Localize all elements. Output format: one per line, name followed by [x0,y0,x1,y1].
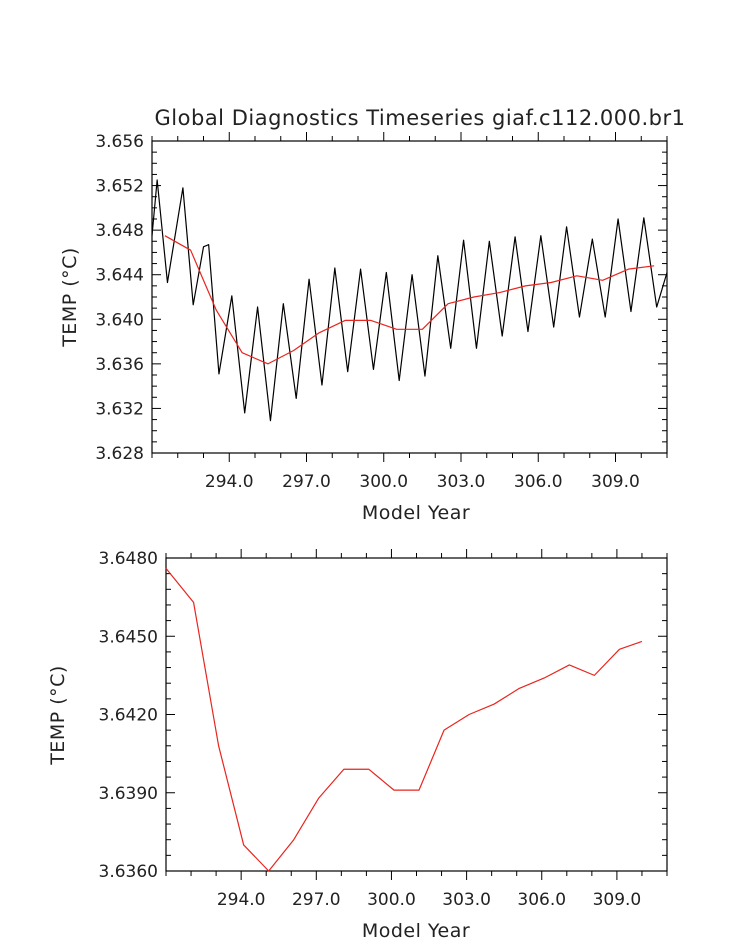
top-chart-title: Global Diagnostics Timeseries giaf.c112.… [155,106,686,130]
top-y-tick-label: 3.652 [95,177,144,197]
bottom-chart-series-group [165,568,643,872]
bottom-chart-x-axis: 294.0 297.0 300.0 303.0 306.0 309.0 [165,549,668,910]
top-y-tick-label: 3.656 [95,132,144,152]
top-series-line-annual-mean [164,235,655,365]
bottom-chart-y-label: TEMP (°C) [47,665,69,766]
top-y-tick-label: 3.644 [95,266,144,286]
bottom-chart-x-label: Model Year [362,920,470,942]
top-x-tick-label: 297.0 [282,472,331,492]
top-x-tick-label: 294.0 [205,472,254,492]
top-chart: Global Diagnostics Timeseries giaf.c112.… [59,106,685,524]
top-x-tick-label: 300.0 [359,472,408,492]
top-chart-series-group [151,179,668,422]
bottom-y-tick-label: 3.6450 [99,627,158,647]
bottom-y-tick-label: 3.6480 [99,549,158,569]
bottom-x-tick-label: 300.0 [367,890,416,910]
top-y-tick-label: 3.648 [95,221,144,241]
bottom-x-tick-label: 297.0 [292,890,341,910]
bottom-x-tick-label: 294.0 [217,890,266,910]
top-y-tick-label: 3.640 [95,310,144,330]
top-chart-x-axis: 294.0 297.0 300.0 303.0 306.0 309.0 [151,132,668,492]
bottom-y-tick-label: 3.6360 [99,862,158,882]
bottom-x-tick-label: 303.0 [442,890,491,910]
bottom-y-tick-label: 3.6390 [99,784,158,804]
top-y-tick-label: 3.632 [95,399,144,419]
bottom-chart-y-axis: 3.6360 3.6390 3.6420 3.6450 3.6480 [99,549,667,882]
top-x-tick-label: 306.0 [514,472,563,492]
top-y-tick-label: 3.628 [95,444,144,464]
bottom-chart: 3.6360 3.6390 3.6420 3.6450 3.6480 294.0 297.… [47,549,668,942]
bottom-y-tick-label: 3.6420 [99,706,158,726]
bottom-series-line-annual-mean [165,568,643,872]
top-chart-y-label: TEMP (°C) [59,247,81,348]
top-x-tick-label: 309.0 [591,472,640,492]
top-chart-y-axis: 3.628 3.632 3.636 3.640 3.644 3.648 3.652 3.656 [95,132,667,464]
bottom-chart-plot-frame [165,557,668,872]
bottom-x-tick-label: 306.0 [517,890,566,910]
top-y-tick-label: 3.636 [95,355,144,375]
top-x-tick-label: 303.0 [437,472,486,492]
bottom-x-tick-label: 309.0 [593,890,642,910]
top-chart-x-label: Model Year [362,502,470,524]
top-series-line-monthly [151,179,668,422]
